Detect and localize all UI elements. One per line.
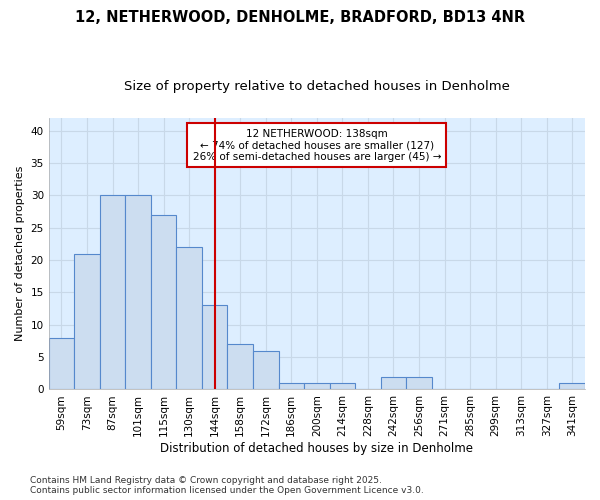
Bar xyxy=(74,254,100,390)
Bar xyxy=(329,383,355,390)
Text: Contains HM Land Registry data © Crown copyright and database right 2025.
Contai: Contains HM Land Registry data © Crown c… xyxy=(30,476,424,495)
Bar xyxy=(380,376,406,390)
Bar xyxy=(125,196,151,390)
Title: Size of property relative to detached houses in Denholme: Size of property relative to detached ho… xyxy=(124,80,510,93)
Bar xyxy=(559,383,585,390)
Text: 12 NETHERWOOD: 138sqm
← 74% of detached houses are smaller (127)
26% of semi-det: 12 NETHERWOOD: 138sqm ← 74% of detached … xyxy=(193,128,441,162)
Bar xyxy=(151,215,176,390)
X-axis label: Distribution of detached houses by size in Denholme: Distribution of detached houses by size … xyxy=(160,442,473,455)
Bar xyxy=(49,338,74,390)
Y-axis label: Number of detached properties: Number of detached properties xyxy=(15,166,25,342)
Bar xyxy=(278,383,304,390)
Bar xyxy=(100,196,125,390)
Bar xyxy=(176,247,202,390)
Bar xyxy=(406,376,432,390)
Bar xyxy=(304,383,329,390)
Bar xyxy=(253,350,278,390)
Bar xyxy=(202,306,227,390)
Bar xyxy=(227,344,253,390)
Text: 12, NETHERWOOD, DENHOLME, BRADFORD, BD13 4NR: 12, NETHERWOOD, DENHOLME, BRADFORD, BD13… xyxy=(75,10,525,25)
